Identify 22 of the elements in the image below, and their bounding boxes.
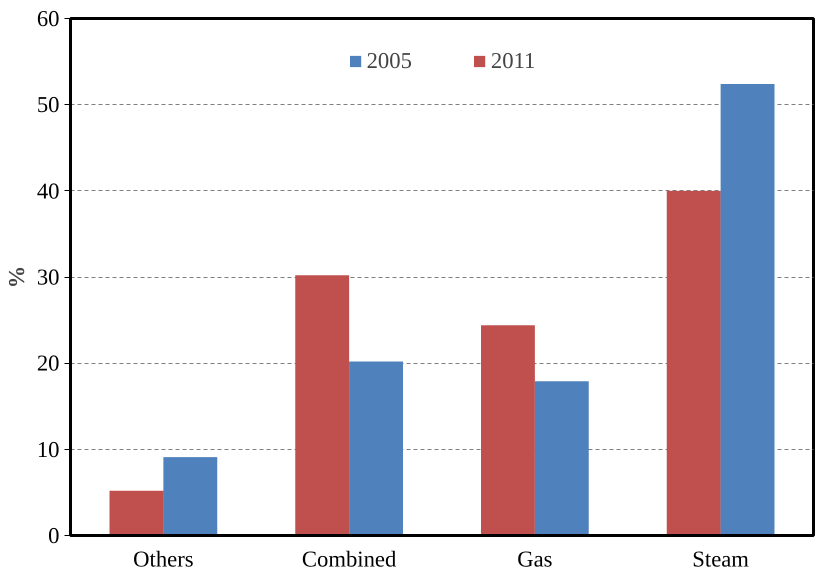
bar bbox=[295, 275, 350, 536]
x-tick-label: Steam bbox=[692, 546, 750, 572]
bar bbox=[349, 361, 403, 536]
bar bbox=[481, 325, 535, 536]
legend-label: 2005 bbox=[366, 48, 412, 74]
y-tick-label: 0 bbox=[48, 523, 60, 548]
bar bbox=[163, 457, 218, 536]
x-tick-label: Others bbox=[133, 546, 194, 572]
y-tick-label: 20 bbox=[36, 350, 60, 376]
bar bbox=[110, 490, 164, 536]
x-tick-label: Combined bbox=[302, 546, 397, 572]
y-tick-label: 40 bbox=[36, 178, 60, 204]
bar bbox=[720, 84, 774, 536]
y-tick-label: 10 bbox=[36, 436, 60, 462]
legend-label: 2011 bbox=[490, 48, 536, 74]
y-tick-label: 30 bbox=[36, 264, 60, 290]
y-tick-label: 60 bbox=[36, 6, 60, 31]
x-tick-label: Gas bbox=[517, 546, 553, 572]
bar bbox=[666, 190, 721, 536]
bar bbox=[534, 381, 589, 536]
y-axis-title: % bbox=[4, 266, 29, 288]
y-tick-label: 50 bbox=[36, 92, 60, 118]
